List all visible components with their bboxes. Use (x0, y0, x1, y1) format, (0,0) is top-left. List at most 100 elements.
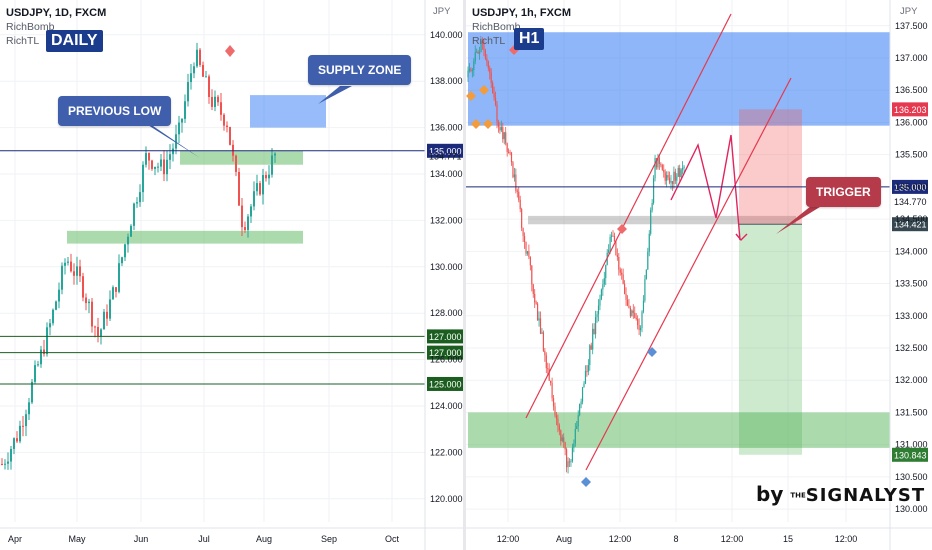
level-price-label: 135.000 (894, 182, 927, 192)
candle-body (683, 166, 685, 169)
candle-body (199, 49, 201, 65)
indicator-richtl[interactable]: RichTL (472, 35, 506, 47)
candle-body (523, 235, 526, 242)
x-tick-label: 15 (783, 534, 793, 544)
indicator-richtl[interactable]: RichTL (6, 35, 40, 47)
candle-body (653, 178, 655, 203)
candle-body (500, 127, 502, 131)
candle-body (538, 318, 540, 321)
pane-divider[interactable] (463, 0, 466, 550)
candle-body (118, 263, 120, 292)
candle-body (7, 461, 9, 464)
h1-chart-canvas[interactable]: 135.000 136.203 134.421 130.843 134.770 137.5… (466, 0, 932, 550)
indicator-richbomb[interactable]: RichBomb (472, 21, 521, 33)
candle-body (609, 236, 611, 251)
stop-loss-box (739, 109, 802, 225)
y-tick-label: 130.000 (430, 262, 463, 272)
candle-body (535, 302, 537, 304)
candle-body (545, 355, 547, 369)
candle-body (674, 171, 676, 181)
candle-body (622, 274, 624, 284)
candle-body (648, 233, 650, 252)
candle-body (25, 414, 27, 427)
candle-body (510, 152, 513, 163)
candle-body (268, 174, 270, 179)
candle-body (610, 235, 613, 237)
daily-chart-pane[interactable]: 135.000 127.000 127.000 125.000 134.771 140.0… (0, 0, 463, 550)
candle-body (169, 154, 171, 160)
trigger-pointer (776, 202, 828, 234)
x-tick-label: Jul (198, 534, 210, 544)
candle-body (531, 265, 533, 285)
candle-body (19, 425, 21, 442)
candle-body (558, 425, 560, 431)
y-tick-label: 136.000 (895, 117, 928, 127)
candle-body (564, 442, 566, 450)
watermark-the: THE (790, 491, 806, 500)
candle-body (677, 167, 679, 177)
candle-body (576, 426, 578, 429)
y-tick-label: 138.000 (430, 76, 463, 86)
price-tag-label: 130.843 (894, 450, 927, 460)
candle-body (160, 159, 162, 167)
y-tick-label: 137.500 (895, 21, 928, 31)
candle-body (115, 287, 117, 292)
gray-zone (528, 215, 796, 225)
candle-body (561, 437, 563, 441)
candle-body (492, 82, 494, 94)
signalyst-watermark: by THESIGNALYST (756, 482, 925, 506)
price-tag (892, 217, 928, 232)
candle-body (670, 181, 672, 183)
candle-body (467, 70, 469, 78)
candle-body (497, 121, 500, 127)
candle-body (651, 202, 653, 211)
h1-chart-pane[interactable]: 135.000 136.203 134.421 130.843 134.770 137.5… (466, 0, 932, 550)
candle-body (632, 310, 634, 313)
candle-body (477, 51, 479, 54)
demand-zone (468, 412, 890, 448)
candle-body (579, 404, 581, 416)
orange-marker (471, 119, 481, 129)
candle-body (638, 325, 640, 331)
price-tag-label: 134.421 (894, 220, 927, 230)
candle-body (28, 402, 30, 415)
price-tag (892, 102, 928, 117)
take-profit-box (739, 224, 802, 455)
x-tick-label: Aug (556, 534, 572, 544)
indicator-richbomb[interactable]: RichBomb (6, 21, 55, 33)
candle-body (73, 271, 75, 276)
candle-body (635, 317, 637, 320)
candle-body (668, 177, 671, 183)
candle-body (616, 255, 618, 257)
candle-body (619, 269, 621, 273)
currency-label: JPY (433, 6, 451, 17)
candle-body (473, 61, 475, 70)
candle-body (4, 463, 6, 465)
candle-body (526, 251, 529, 254)
candle-body (518, 191, 520, 200)
candle-body (205, 76, 207, 78)
y-tick-label: 132.000 (895, 375, 928, 385)
candle-body (654, 158, 656, 179)
candle-body (586, 371, 588, 373)
candle-body (661, 165, 663, 170)
level-price-tag (427, 376, 463, 391)
swing-high-marker (225, 45, 235, 57)
candle-body (508, 151, 510, 153)
candle-body (103, 311, 105, 330)
candle-body (139, 192, 141, 203)
candle-body (34, 365, 36, 382)
candle-body (679, 167, 681, 178)
y-tick-label: 126.000 (430, 355, 463, 365)
swing-low-marker (581, 477, 591, 487)
candle-body (658, 157, 660, 164)
candle-body (253, 191, 255, 207)
y-tick-label: 135.500 (895, 150, 928, 160)
previous-low-callout: PREVIOUS LOW (58, 96, 172, 126)
daily-chart-canvas[interactable]: 135.000 127.000 127.000 125.000 134.771 140.0… (0, 0, 463, 550)
demand-zone (67, 230, 303, 244)
y-tick-label: 131.000 (895, 440, 928, 450)
timeframe-badge: DAILY (46, 30, 103, 52)
candle-body (64, 262, 66, 266)
candle-body (602, 284, 604, 290)
